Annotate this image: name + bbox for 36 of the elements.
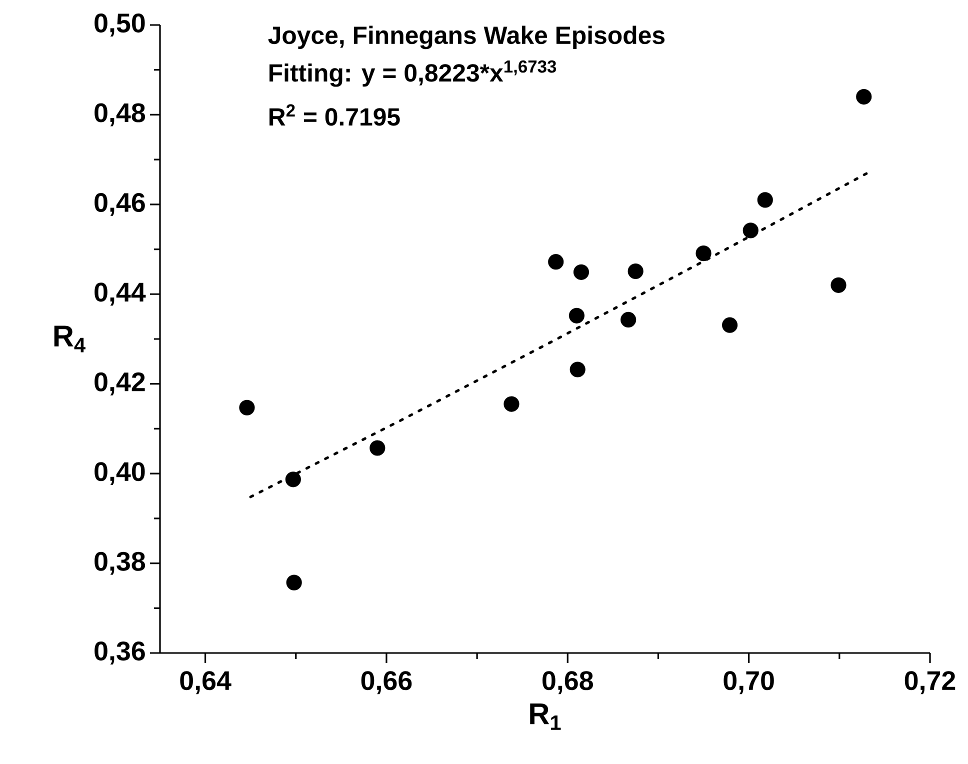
annotation: Fitting: y = 0,8223*x$^{1,6733}$	[270, 60, 556, 87]
x-tick-label: 0,64	[180, 671, 232, 694]
y-tick-label: 0,44	[94, 282, 146, 306]
point	[620, 312, 636, 328]
y-tick-label: 0,40	[94, 462, 145, 486]
point	[573, 264, 590, 280]
y-axis-title: R$_{4}$	[54, 326, 86, 352]
chart-title: Joyce, Finnegans Wake Episodes	[268, 26, 665, 50]
point	[696, 246, 712, 262]
point	[285, 472, 301, 488]
y-tick-label: 0,42	[94, 372, 145, 396]
point	[286, 574, 302, 590]
y-tick-label: 0,36	[94, 642, 145, 664]
point	[239, 400, 255, 416]
point	[830, 277, 846, 293]
point	[504, 396, 520, 412]
point	[548, 254, 564, 270]
annotation: R$^{2}$ = 0.7195	[270, 104, 400, 126]
point	[628, 263, 644, 280]
point	[568, 308, 585, 324]
y-tick-label: 0,48	[94, 103, 146, 126]
x-tick-label: 0,72	[904, 671, 956, 694]
point	[856, 88, 872, 105]
point	[570, 362, 586, 378]
point	[757, 192, 773, 208]
x-axis-title: R$_{1}$	[530, 704, 561, 730]
point	[742, 222, 758, 238]
x-tick-label: 0,70	[724, 671, 774, 694]
y-tick-label: 0,46	[94, 192, 145, 216]
x-tick-label: 0,68	[542, 671, 593, 694]
y-tick-label: 0,50	[94, 14, 145, 36]
x-tick-label: 0,66	[361, 671, 412, 694]
point	[722, 317, 738, 333]
line-series	[249, 172, 868, 498]
point	[370, 440, 386, 456]
y-tick-label: 0,38	[94, 552, 146, 575]
